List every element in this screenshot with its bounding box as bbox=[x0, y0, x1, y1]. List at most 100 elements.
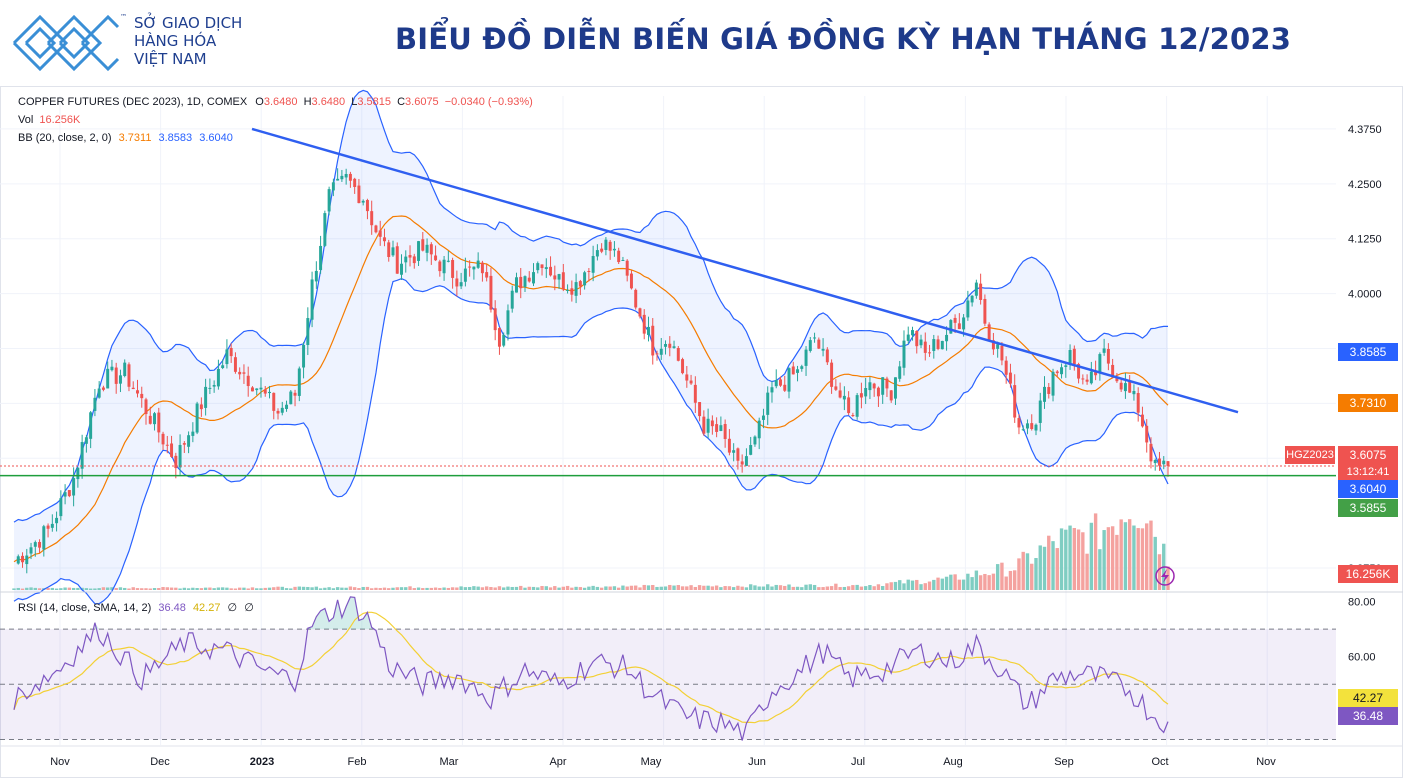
candle-body bbox=[1013, 385, 1017, 418]
candle-body bbox=[1077, 364, 1081, 379]
candle-body bbox=[970, 295, 974, 303]
candle-body bbox=[1094, 371, 1098, 376]
volume-bar bbox=[216, 587, 221, 590]
candle-body bbox=[574, 282, 578, 296]
candle-body bbox=[1128, 380, 1132, 393]
volume-bar bbox=[208, 587, 212, 590]
volume-bar bbox=[757, 586, 761, 590]
volume-bar bbox=[484, 586, 489, 590]
volume-bar bbox=[165, 587, 169, 590]
volume-bar bbox=[476, 586, 480, 590]
volume-bar bbox=[544, 586, 548, 590]
volume-bar bbox=[531, 586, 536, 590]
volume-bar bbox=[33, 587, 37, 590]
candle-body bbox=[1132, 390, 1136, 395]
volume-bar bbox=[1034, 558, 1038, 590]
candle-body bbox=[497, 328, 501, 347]
volume-bar bbox=[352, 587, 357, 590]
bollinger-lower-line bbox=[13, 278, 1169, 605]
candle-body bbox=[808, 340, 812, 351]
legend-rsi[interactable]: RSI (14, close, SMA, 14, 2) 36.48 42.27 … bbox=[18, 602, 254, 614]
volume-bar bbox=[1008, 570, 1013, 590]
candle-body bbox=[553, 275, 557, 280]
volume-bar bbox=[548, 587, 553, 590]
volume-bar bbox=[467, 586, 472, 590]
candle-body bbox=[493, 308, 497, 331]
page-title: BIỂU ĐỒ DIỄN BIẾN GIÁ ĐỒNG KỲ HẠN THÁNG … bbox=[395, 22, 1292, 56]
volume-bar bbox=[876, 584, 881, 590]
volume-bar bbox=[804, 584, 808, 590]
volume-bar bbox=[608, 586, 612, 590]
volume-bar bbox=[148, 588, 152, 590]
volume-bar bbox=[382, 587, 387, 590]
trendline[interactable] bbox=[251, 127, 1239, 414]
rsi-axis[interactable]: 80.00 60.00 bbox=[1348, 597, 1376, 664]
tag-rsi: 36.48 bbox=[1338, 707, 1398, 725]
candle-body bbox=[591, 256, 595, 273]
candle-body bbox=[813, 337, 817, 339]
volume-bar bbox=[433, 587, 438, 590]
candle-body bbox=[1017, 418, 1021, 428]
time-axis[interactable]: Nov Dec 2023 Feb Mar Apr May Jun Jul Aug Sep Oct Nov bbox=[0, 745, 1403, 768]
volume-bar bbox=[127, 588, 131, 590]
volume-bar bbox=[50, 587, 55, 590]
tag-bb-basis: 3.7310 bbox=[1338, 394, 1398, 412]
volume-bar bbox=[182, 587, 187, 590]
candle-body bbox=[527, 277, 531, 282]
volume-bar bbox=[1123, 522, 1128, 590]
volume-bar bbox=[301, 586, 306, 590]
candlesticks[interactable] bbox=[16, 168, 1170, 574]
candle-body bbox=[246, 375, 250, 387]
flash-icon[interactable] bbox=[1155, 566, 1175, 586]
volume-bar bbox=[646, 585, 651, 590]
candle-body bbox=[1162, 460, 1166, 465]
candle-body bbox=[830, 362, 834, 387]
volume-bar bbox=[953, 574, 957, 590]
volume-bar bbox=[889, 582, 893, 590]
volume-bar bbox=[770, 586, 774, 590]
candle-body bbox=[1145, 425, 1149, 443]
candle-body bbox=[945, 334, 949, 342]
candle-body bbox=[893, 377, 897, 399]
candle-body bbox=[642, 314, 646, 334]
candle-body bbox=[1025, 423, 1029, 429]
candle-body bbox=[549, 266, 553, 276]
volume-bar bbox=[898, 580, 902, 590]
volume-bar bbox=[561, 586, 566, 590]
volume-bar bbox=[118, 587, 123, 590]
candle-body bbox=[229, 347, 233, 357]
volume-bar bbox=[135, 588, 140, 590]
volume-bar bbox=[523, 587, 527, 590]
legend-symbol[interactable]: COPPER FUTURES (DEC 2023), 1D, COMEX O3.… bbox=[18, 96, 533, 108]
volume-bar bbox=[693, 586, 698, 590]
candle-body bbox=[382, 237, 386, 242]
candle-body bbox=[1136, 393, 1140, 413]
candle-body bbox=[131, 387, 135, 390]
volume-bar bbox=[459, 586, 463, 590]
volume-bar bbox=[736, 585, 740, 590]
volume-bar bbox=[1115, 534, 1119, 590]
legend-bollinger[interactable]: BB (20, close, 2, 0) 3.7311 3.8583 3.604… bbox=[18, 132, 233, 144]
volume-bar bbox=[629, 585, 634, 590]
tag-bb-lower: 3.6040 bbox=[1338, 480, 1398, 498]
candle-body bbox=[928, 352, 932, 354]
legend-volume[interactable]: Vol 16.256K bbox=[18, 114, 81, 126]
candle-body bbox=[659, 348, 663, 355]
volume-bar bbox=[970, 577, 974, 590]
volume-bar bbox=[595, 586, 600, 590]
candle-body bbox=[536, 263, 540, 271]
candle-body bbox=[391, 247, 395, 256]
volume-bar bbox=[1110, 526, 1115, 590]
candle-body bbox=[940, 340, 944, 350]
volume-bar bbox=[506, 586, 510, 590]
candle-body bbox=[174, 455, 178, 469]
candle-body bbox=[689, 380, 693, 384]
time-tick-label: Jun bbox=[748, 756, 766, 768]
candle-body bbox=[417, 241, 421, 261]
candle-body bbox=[89, 412, 93, 439]
candle-body bbox=[50, 523, 54, 528]
candle-body bbox=[412, 256, 416, 264]
volume-bars bbox=[12, 513, 1170, 590]
candle-body bbox=[16, 556, 20, 564]
